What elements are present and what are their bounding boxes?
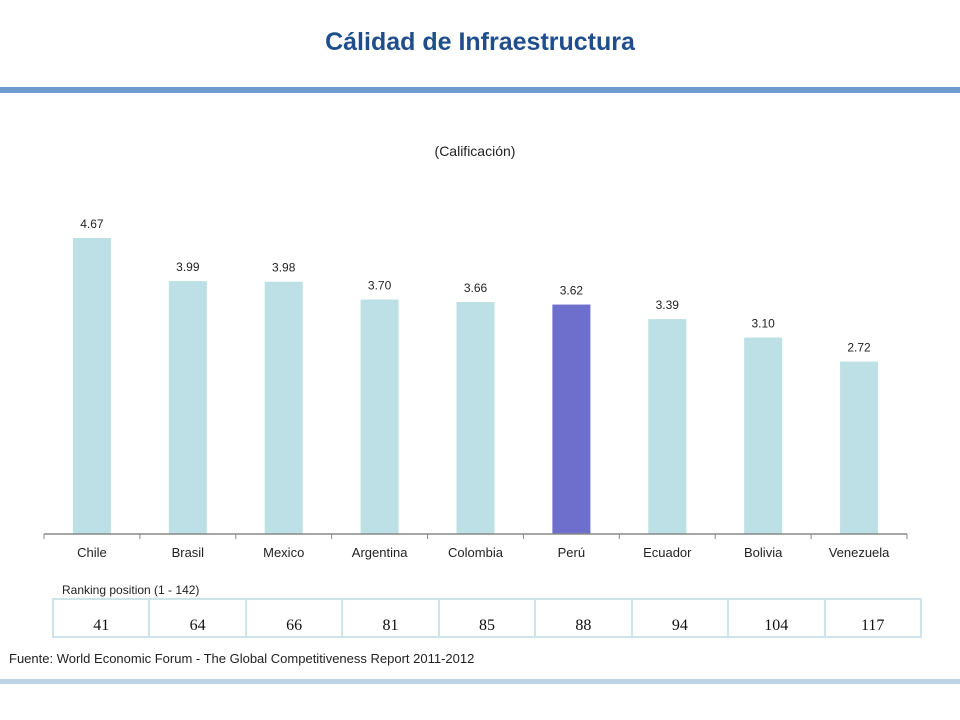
ranking-caption: Ranking position (1 - 142) <box>62 583 200 597</box>
tick-label: Brasil <box>172 545 205 560</box>
data-label: 3.70 <box>368 278 392 292</box>
data-label: 3.99 <box>176 260 200 274</box>
title-divider <box>0 87 960 93</box>
ranking-cell-colombia: 85 <box>440 600 537 636</box>
ranking-cell-chile: 41 <box>54 600 151 636</box>
bar-perú <box>552 304 591 534</box>
tick-label: Venezuela <box>829 545 890 560</box>
footer-divider <box>0 679 960 684</box>
data-label: 3.62 <box>560 284 584 298</box>
chart-subtitle: (Calificación) <box>434 143 516 159</box>
data-label: 4.67 <box>80 217 104 231</box>
data-label: 3.39 <box>656 298 680 312</box>
ranking-cell-perú: 88 <box>536 600 633 636</box>
ranking-table: 41 64 66 81 85 88 94 104 117 <box>52 598 922 638</box>
bar-chart: 4.67 Chile 3.99 Brasil 3.98 Mexico 3.70 Argenti… <box>43 217 908 560</box>
ranking-cell-brasil: 64 <box>150 600 247 636</box>
tick-label: Ecuador <box>643 545 692 560</box>
bar-ecuador <box>648 319 687 534</box>
data-label: 3.10 <box>751 317 775 331</box>
tick-label: Argentina <box>352 545 408 560</box>
source-note: Fuente: World Economic Forum - The Globa… <box>9 651 475 666</box>
ranking-cell-bolivia: 104 <box>729 600 826 636</box>
bar-venezuela <box>840 361 879 534</box>
page-title: Cálidad de Infraestructura <box>325 28 635 56</box>
tick-label: Chile <box>77 545 107 560</box>
bar-mexico <box>264 281 303 534</box>
tick-label: Mexico <box>263 545 304 560</box>
ranking-cell-venezuela: 117 <box>861 617 885 634</box>
data-label: 3.98 <box>272 261 296 275</box>
ranking-cell-argentina: 81 <box>343 600 440 636</box>
tick-label: Perú <box>558 545 585 560</box>
ranking-cell-ecuador: 94 <box>633 600 730 636</box>
bar-argentina <box>360 299 399 534</box>
bar-colombia <box>456 302 495 534</box>
data-label: 3.66 <box>464 281 488 295</box>
bar-bolivia <box>744 337 783 534</box>
data-label: 2.72 <box>847 341 871 355</box>
tick-label: Bolivia <box>744 545 783 560</box>
bar-brasil <box>168 281 207 534</box>
bar-chile <box>72 238 111 534</box>
tick-label: Colombia <box>448 545 504 560</box>
ranking-cell-mexico: 66 <box>247 600 344 636</box>
